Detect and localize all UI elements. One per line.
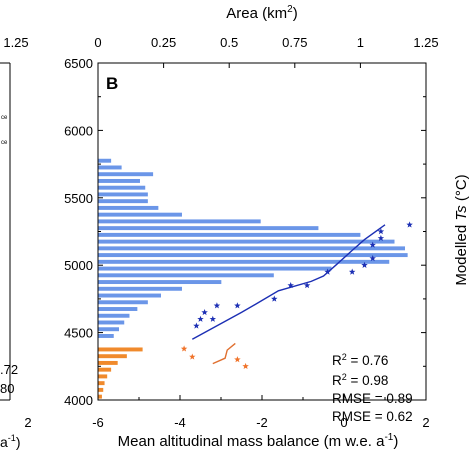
bottom-axis-title: Mean altitudinal mass balance (m w.e. a-… xyxy=(118,432,399,450)
area-bar-blue xyxy=(98,293,161,298)
star-orange xyxy=(180,345,188,352)
area-bar-blue xyxy=(98,232,361,237)
left-tick-label: 4500 xyxy=(64,326,93,341)
stats-block: R2 = 0.76 R2 = 0.98 RMSE = 0.89 RMSE = 0… xyxy=(332,352,413,424)
top-tick-label: 0.25 xyxy=(151,35,176,50)
model-line-blue xyxy=(191,224,386,340)
stat-rmse-orange: RMSE = 0.89 xyxy=(332,391,413,406)
left-tick-label: 4000 xyxy=(64,393,93,408)
star-blue xyxy=(377,234,385,241)
star-blue xyxy=(303,282,311,289)
bottom-tick-label: -6 xyxy=(92,415,104,430)
area-bar-orange xyxy=(98,387,104,392)
model-lines xyxy=(191,224,386,365)
top-tick-label: 1 xyxy=(357,35,364,50)
star-blue xyxy=(213,302,221,309)
left-panel-legend-fragment: ce xyxy=(1,115,8,121)
stat-r2-blue: R2 = 0.98 xyxy=(332,372,388,388)
area-bar-orange xyxy=(98,381,105,386)
area-bar-blue xyxy=(98,172,154,177)
star-blue xyxy=(324,268,331,275)
area-bar-blue xyxy=(98,313,130,318)
area-bars xyxy=(98,158,408,399)
left-tick-label: 6500 xyxy=(64,56,93,71)
star-blue xyxy=(406,221,413,228)
bottom-tick-label: -4 xyxy=(174,415,186,430)
model-line-orange xyxy=(212,342,236,365)
area-bar-orange xyxy=(98,367,112,372)
area-bar-orange xyxy=(98,347,143,352)
area-bar-blue xyxy=(98,219,261,224)
star-orange xyxy=(189,353,196,360)
star-blue xyxy=(234,302,241,309)
right-axis-title: Modelled Ts (°C) xyxy=(453,174,470,285)
area-bar-blue xyxy=(98,266,332,271)
star-blue xyxy=(193,322,200,329)
star-blue xyxy=(197,315,204,322)
star-blue xyxy=(369,255,376,262)
bottom-tick-label: 2 xyxy=(422,415,429,430)
area-bar-orange xyxy=(98,374,108,379)
area-bar-blue xyxy=(98,199,148,204)
area-bar-blue xyxy=(98,239,395,244)
area-bar-blue xyxy=(98,334,114,338)
area-bar-blue xyxy=(98,327,119,332)
area-bar-blue xyxy=(98,307,138,311)
area-bar-blue xyxy=(98,192,148,197)
top-tick-label: 0.5 xyxy=(220,35,238,50)
stat-rmse-blue: RMSE = 0.62 xyxy=(332,409,413,424)
area-bar-blue xyxy=(98,259,390,264)
left-panel-bottom-tick: 2 xyxy=(24,415,31,430)
area-bar-blue xyxy=(98,280,222,285)
panel-label: B xyxy=(106,74,118,93)
area-bar-blue xyxy=(98,165,122,170)
area-bar-blue xyxy=(98,212,182,217)
stat-r2-orange: R2 = 0.76 xyxy=(332,352,388,368)
star-blue xyxy=(348,268,356,275)
star-blue xyxy=(201,308,208,316)
star-blue xyxy=(377,228,385,235)
top-tick-label: 0 xyxy=(94,35,101,50)
area-bar-orange xyxy=(98,394,102,399)
left-tick-label: 6000 xyxy=(64,123,93,138)
top-axis-title: Area (km2) xyxy=(226,4,297,22)
area-bar-blue xyxy=(98,185,146,190)
area-bar-orange xyxy=(98,354,127,359)
star-blue xyxy=(369,241,376,248)
observation-stars xyxy=(180,221,413,370)
star-blue xyxy=(271,295,278,302)
left-panel-stat-fragment: 80 xyxy=(0,381,14,396)
area-bar-blue xyxy=(98,226,319,231)
area-bar-blue xyxy=(98,246,406,251)
area-bar-blue xyxy=(98,205,159,210)
star-blue xyxy=(361,261,368,268)
star-blue xyxy=(209,315,217,322)
area-bar-blue xyxy=(98,286,182,291)
left-panel-stat-fragment: .72 xyxy=(0,362,18,377)
area-bar-orange xyxy=(98,360,118,365)
left-panel-xlabel-fragment: a-1) xyxy=(0,433,20,450)
bottom-tick-label: -2 xyxy=(256,415,268,430)
left-tick-label: 5000 xyxy=(64,258,93,273)
area-bar-blue xyxy=(98,178,140,183)
area-bar-blue xyxy=(98,253,408,258)
top-tick-label: 1.25 xyxy=(413,35,438,50)
star-blue xyxy=(287,282,294,289)
left-tick-label: 5500 xyxy=(64,191,93,206)
star-orange xyxy=(234,356,241,363)
left-panel-top-tick: 1.25 xyxy=(3,35,28,50)
star-orange xyxy=(242,362,249,370)
area-bar-blue xyxy=(98,158,112,163)
left-panel-legend-fragment: ce xyxy=(1,140,8,146)
area-bar-blue xyxy=(98,320,125,325)
bottom-tick-label: 0 xyxy=(340,415,347,430)
top-tick-label: 0.75 xyxy=(282,35,307,50)
area-bar-blue xyxy=(98,273,274,278)
area-bar-blue xyxy=(98,300,148,305)
